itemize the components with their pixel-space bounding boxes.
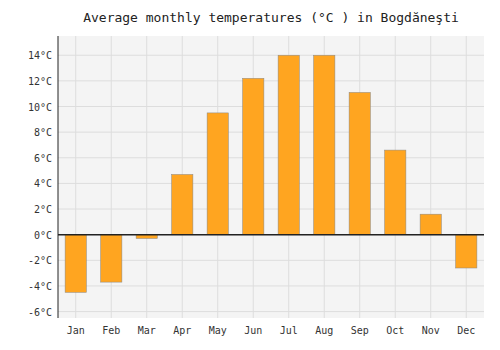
y-tick-label: 6°C	[34, 153, 52, 164]
x-tick-label: Oct	[386, 325, 404, 336]
bar	[101, 235, 122, 282]
y-tick-label: -4°C	[28, 281, 52, 292]
y-tick-label: -6°C	[28, 307, 52, 318]
y-grid-line	[58, 132, 484, 133]
bar	[456, 235, 477, 268]
plot-background	[58, 36, 484, 318]
title: Average monthly temperatures (°C ) in Bo…	[83, 10, 459, 25]
y-tick-label: 4°C	[34, 178, 52, 189]
y-grid-line	[58, 157, 484, 158]
y-grid-line	[58, 234, 484, 235]
y-tick-label: 2°C	[34, 204, 52, 215]
x-tick-label: Apr	[173, 325, 191, 336]
y-tick-label: -2°C	[28, 255, 52, 266]
x-tick-label: May	[209, 325, 227, 336]
y-tick-label: 14°C	[28, 50, 52, 61]
zero-line	[58, 234, 484, 236]
y-grid-line	[58, 311, 484, 312]
y-tick-label: 12°C	[28, 76, 52, 87]
x-grid-line	[466, 36, 467, 318]
y-axis-line	[58, 36, 59, 318]
x-tick-label: Aug	[315, 325, 333, 336]
y-tick-label: 0°C	[34, 230, 52, 241]
x-tick-label: Dec	[457, 325, 475, 336]
chart-container: Average monthly temperatures (°C ) in Bo…	[0, 0, 500, 350]
x-tick-label: Sep	[351, 325, 369, 336]
y-grid-line	[58, 106, 484, 107]
grid	[58, 36, 484, 318]
y-grid-line	[58, 183, 484, 184]
bars	[65, 55, 477, 292]
bar	[172, 174, 193, 234]
x-tick-label: Mar	[138, 325, 156, 336]
bar	[349, 92, 370, 234]
bar	[314, 55, 335, 234]
bar	[385, 150, 406, 235]
x-tick-label: Feb	[102, 325, 120, 336]
bar	[420, 214, 441, 235]
x-tick-label: Jun	[244, 325, 262, 336]
chart-svg: Average monthly temperatures (°C ) in Bo…	[0, 0, 500, 350]
y-tick-label: 8°C	[34, 127, 52, 138]
bar	[278, 55, 299, 234]
x-grid-line	[430, 36, 431, 318]
bar	[243, 78, 264, 234]
bar	[65, 235, 86, 293]
x-tick-label: Jan	[67, 325, 85, 336]
y-tick-label: 10°C	[28, 102, 52, 113]
y-grid-line	[58, 80, 484, 81]
y-grid-line	[58, 285, 484, 286]
bar	[207, 113, 228, 235]
x-tick-label: Jul	[280, 325, 298, 336]
x-tick-label: Nov	[422, 325, 440, 336]
y-grid-line	[58, 55, 484, 56]
x-grid-line	[146, 36, 147, 318]
y-grid-line	[58, 209, 484, 210]
